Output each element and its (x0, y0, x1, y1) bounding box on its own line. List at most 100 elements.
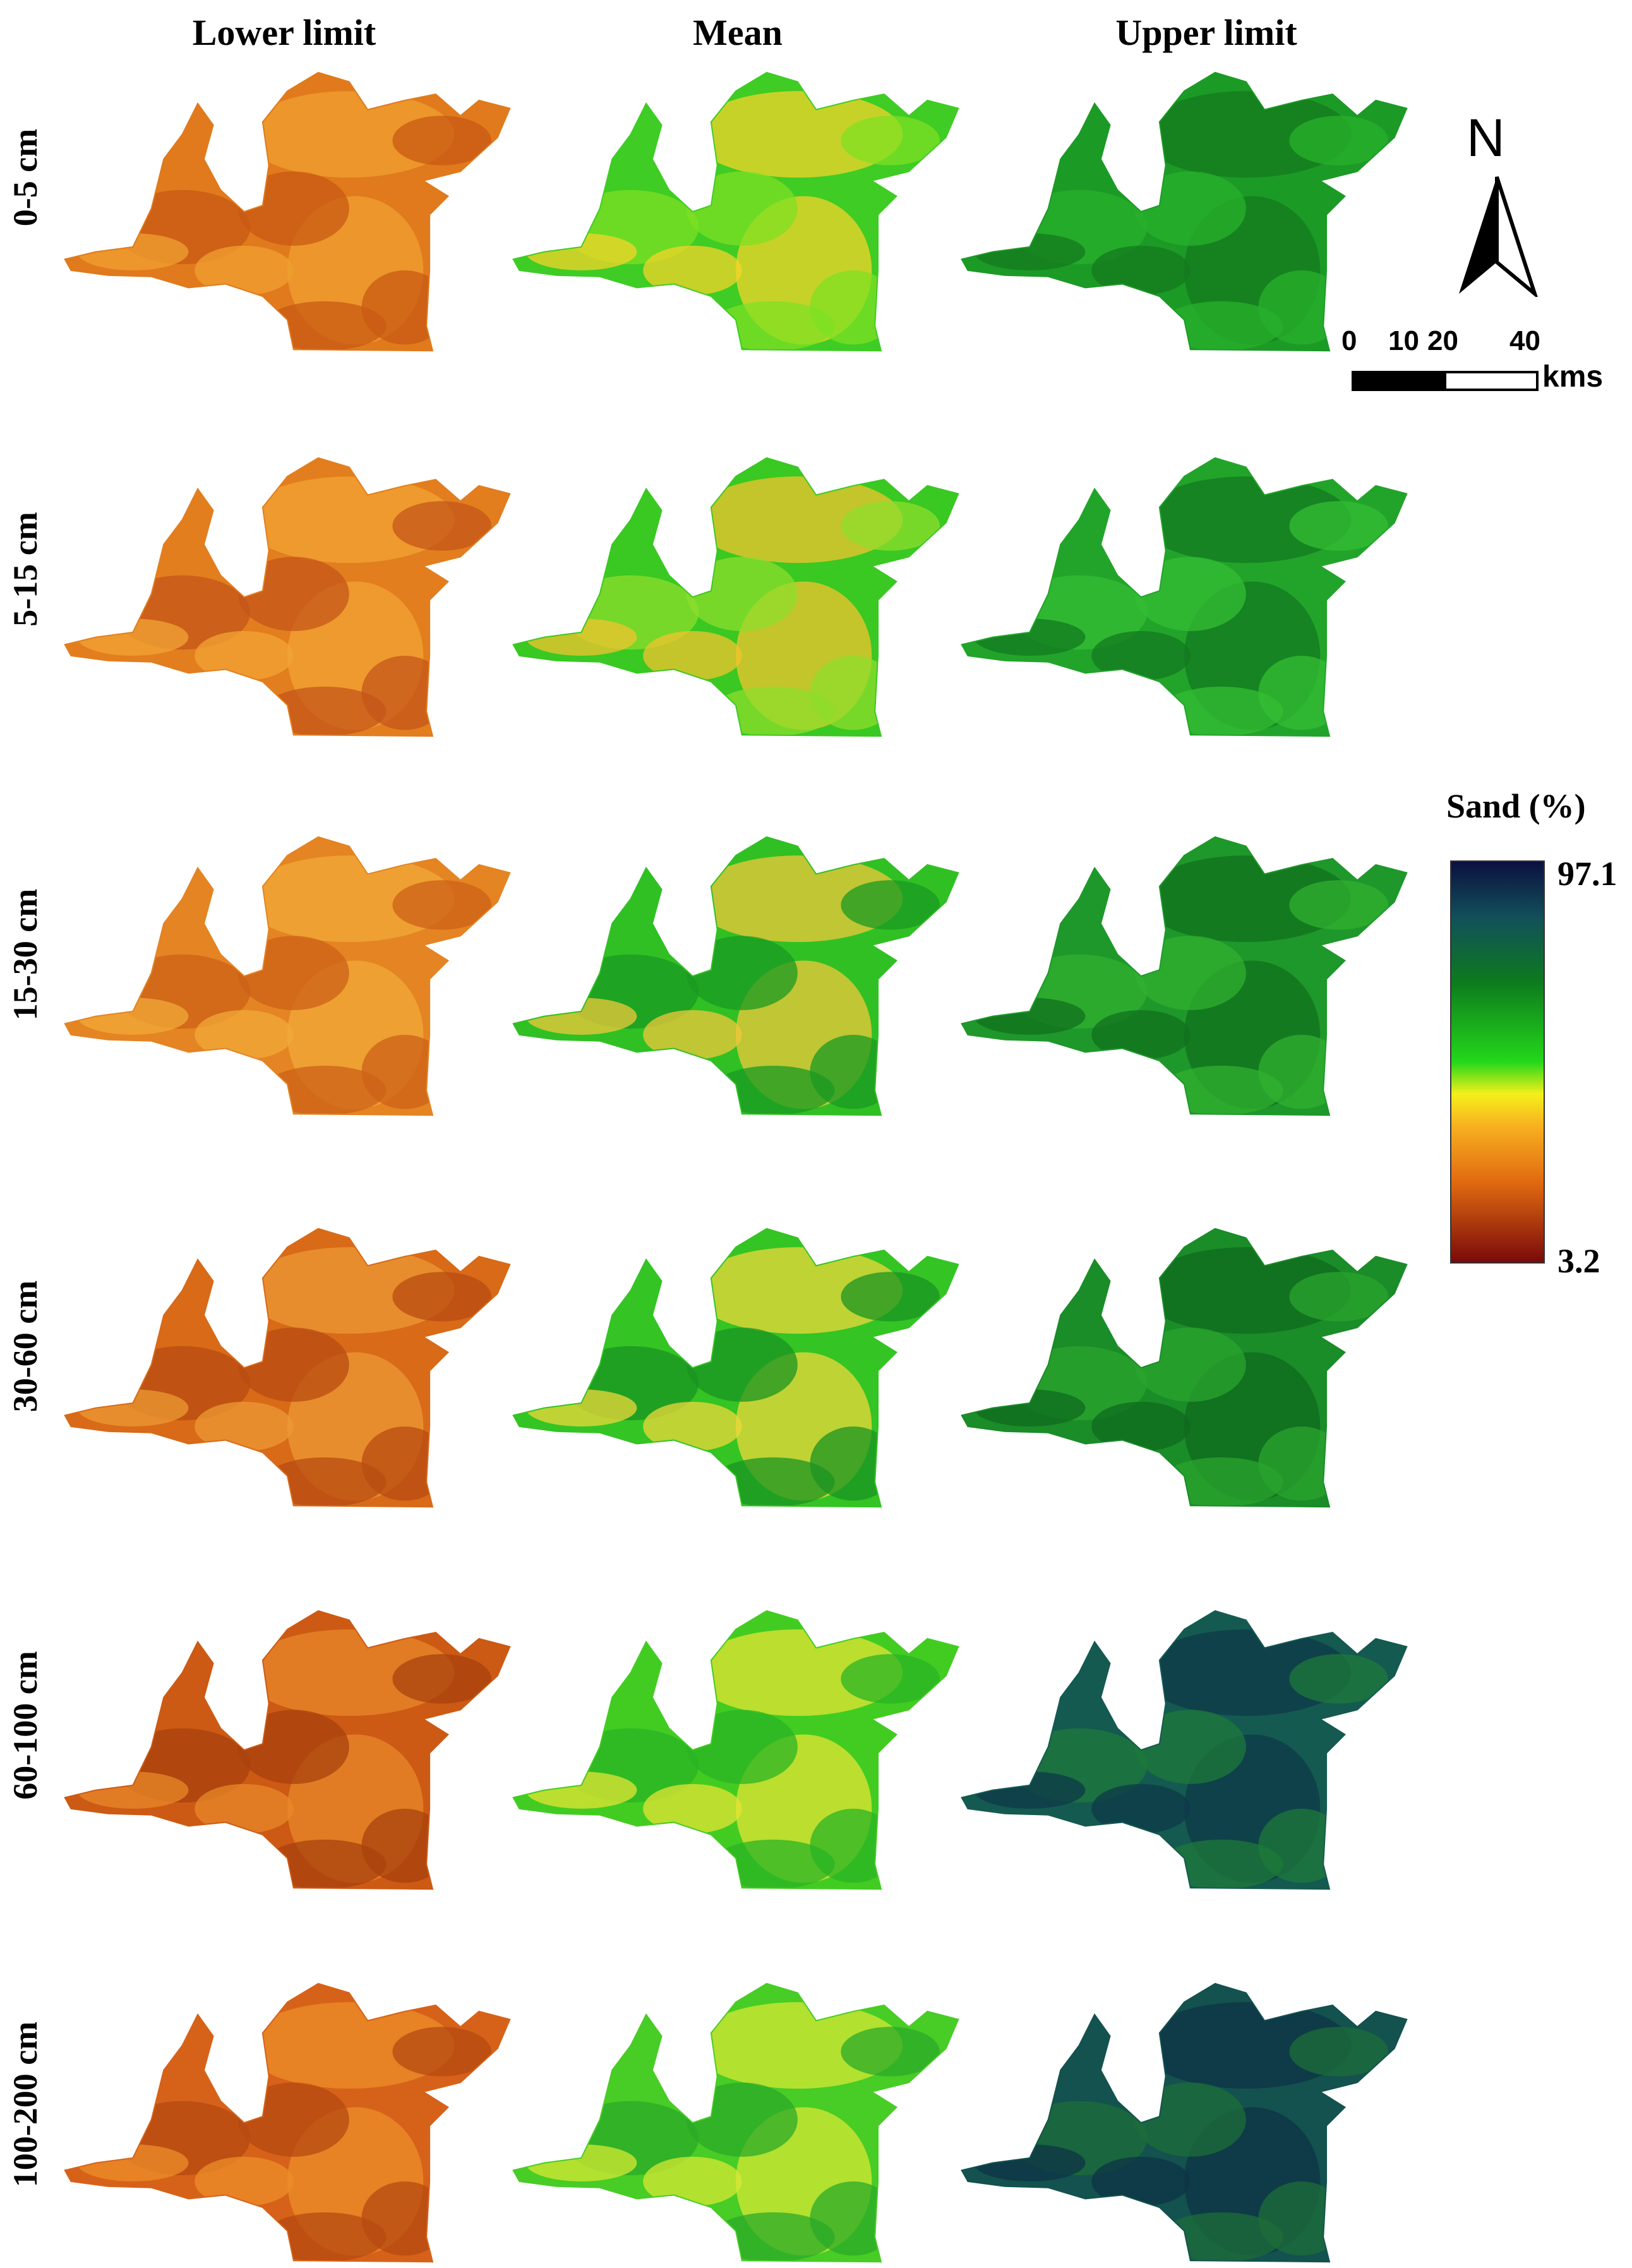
north-arrow-icon (1459, 176, 1538, 297)
value-patch (692, 476, 903, 564)
value-patch (1159, 1457, 1283, 1507)
map-panel (954, 66, 1415, 357)
value-patch (841, 501, 940, 551)
column-header-upper-limit: Upper limit (1115, 12, 1297, 53)
region-outline (64, 457, 511, 737)
value-patch (1091, 245, 1191, 296)
row-label-0-5: 0-5 cm (6, 128, 44, 227)
value-patch (244, 1629, 455, 1716)
value-patch (392, 501, 491, 551)
value-patch (643, 2156, 742, 2207)
region-outline (512, 1227, 959, 1508)
value-patch (1091, 630, 1191, 681)
value-patch (1141, 2002, 1352, 2089)
map-panel (954, 1222, 1415, 1513)
value-patch (711, 301, 835, 351)
value-patch (841, 2027, 940, 2077)
row-label-15-30: 15-30 cm (6, 888, 44, 1021)
row-label-100-200: 100-200 cm (6, 2021, 44, 2188)
value-patch (686, 1327, 798, 1402)
value-patch (841, 116, 940, 166)
map-panel (954, 1605, 1415, 1895)
value-patch (711, 1839, 835, 1890)
map-panel (505, 66, 966, 357)
value-patch (1141, 1629, 1352, 1716)
value-patch (1134, 1327, 1246, 1402)
north-label: N (1467, 108, 1505, 167)
region-map (512, 457, 959, 737)
column-header-mean: Mean (693, 12, 783, 53)
value-patch (692, 1629, 903, 1716)
region-map (961, 1610, 1408, 1890)
value-patch (643, 630, 742, 681)
map-panel (954, 452, 1415, 742)
region-outline (512, 71, 959, 352)
value-patch (392, 2027, 491, 2077)
region-map (961, 71, 1408, 352)
map-panel (57, 1222, 518, 1513)
region-map (512, 1982, 959, 2263)
value-patch (1289, 501, 1388, 551)
scale-tick-0: 0 (1341, 325, 1357, 356)
value-patch (1159, 686, 1283, 737)
value-patch (392, 1654, 491, 1704)
region-outline (64, 1982, 511, 2263)
map-panel (57, 831, 518, 1121)
value-patch (1159, 2212, 1283, 2262)
value-patch (262, 686, 387, 737)
value-patch (195, 1783, 294, 1834)
value-patch (237, 557, 349, 631)
scale-segment-white (1444, 371, 1539, 391)
value-patch (262, 301, 387, 351)
row-label-5-15: 5-15 cm (6, 512, 44, 627)
value-patch (1159, 301, 1283, 351)
value-patch (244, 1247, 455, 1334)
value-patch (686, 936, 798, 1010)
value-patch (237, 1327, 349, 1402)
scale-bar: 0 10 20 40 kms (1339, 325, 1629, 401)
map-panel (954, 831, 1415, 1121)
value-patch (237, 1710, 349, 1784)
value-patch (1134, 557, 1246, 631)
value-patch (237, 2082, 349, 2157)
scale-unit: kms (1542, 360, 1604, 394)
value-patch (195, 245, 294, 296)
value-patch (841, 880, 940, 930)
region-outline (512, 457, 959, 737)
scale-tick-40: 40 (1509, 325, 1540, 356)
region-map (64, 71, 511, 352)
value-patch (237, 936, 349, 1010)
region-outline (64, 1610, 511, 1890)
map-panel (505, 1222, 966, 1513)
region-outline (512, 836, 959, 1116)
value-patch (262, 1839, 387, 1890)
value-patch (195, 1010, 294, 1060)
map-panel (505, 452, 966, 742)
value-patch (1091, 2156, 1191, 2207)
value-patch (244, 91, 455, 178)
region-map (512, 1610, 959, 1890)
region-map (961, 836, 1408, 1116)
value-patch (692, 91, 903, 178)
value-patch (1289, 2027, 1388, 2077)
value-patch (1091, 1010, 1191, 1060)
region-map (961, 457, 1408, 737)
value-patch (686, 2082, 798, 2157)
value-patch (262, 2212, 387, 2262)
map-panel (954, 1977, 1415, 2268)
region-outline (961, 1227, 1408, 1508)
value-patch (841, 1272, 940, 1322)
value-patch (1141, 476, 1352, 564)
region-map (512, 836, 959, 1116)
value-patch (244, 476, 455, 564)
value-patch (392, 880, 491, 930)
value-patch (262, 1457, 387, 1507)
value-patch (195, 630, 294, 681)
legend-max-label: 97.1 (1557, 855, 1617, 893)
value-patch (1159, 1839, 1283, 1890)
value-patch (692, 2002, 903, 2089)
legend-title: Sand (%) (1446, 787, 1586, 825)
value-patch (1289, 880, 1388, 930)
region-map (64, 457, 511, 737)
value-patch (711, 1457, 835, 1507)
